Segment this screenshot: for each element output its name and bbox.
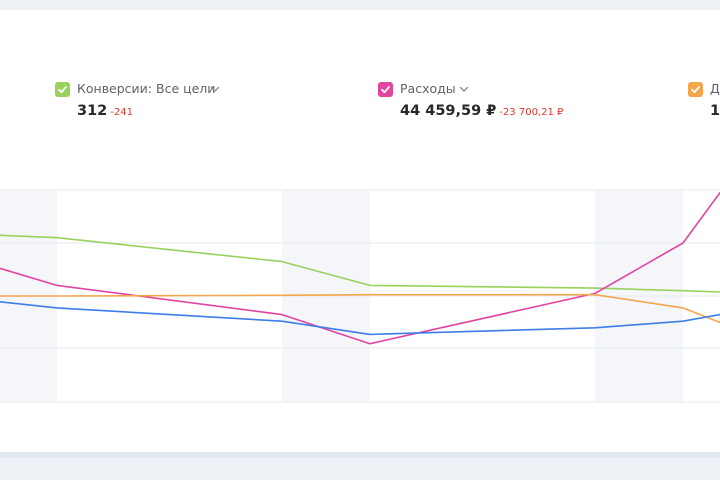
expenses-checkbox[interactable] [378,82,393,97]
check-icon [691,86,700,94]
chevron-down-icon[interactable] [459,84,469,94]
series-line-2[interactable] [0,279,720,324]
expenses-label: Расходы [400,81,456,96]
series-line-0[interactable] [0,234,720,293]
chevron-down-icon[interactable] [210,84,220,94]
third-label: До [710,81,720,96]
series-line-1[interactable] [0,191,720,345]
line-chart [0,189,720,403]
check-icon [381,86,390,94]
expenses-delta: -23 700,21 ₽ [499,107,564,118]
conversions-label: Конверсии: Все цели [77,81,216,96]
check-icon [58,86,67,94]
third-checkbox[interactable] [688,82,703,97]
conversions-checkbox[interactable] [55,82,70,97]
third-value: 14 [710,103,720,119]
conversions-delta: -241 [110,107,133,118]
expenses-value: 44 459,59 ₽ [400,103,497,119]
series-line-3[interactable] [0,271,720,336]
conversions-value: 312 [77,103,108,119]
chart-card: Конверсии: Все цели 312 -241 Расходы 44 4… [0,10,720,452]
card-bottom-edge [0,452,720,458]
